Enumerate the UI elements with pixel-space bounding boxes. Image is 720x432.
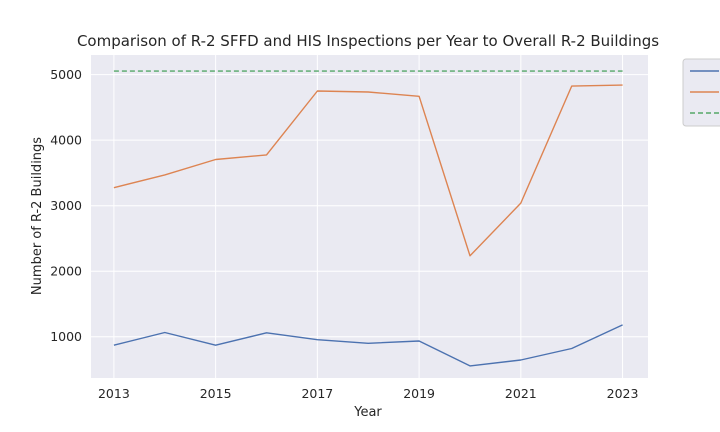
x-axis-label: Year — [353, 405, 382, 420]
y-axis-label: Number of R-2 Buildings — [30, 137, 45, 295]
legend — [682, 58, 720, 127]
x-tick-label: 2017 — [301, 386, 333, 401]
y-tick-label: 4000 — [50, 133, 82, 148]
grid-lines — [91, 55, 648, 378]
x-axis-ticks: 2013 2015 2017 2019 2021 2023 — [98, 386, 638, 401]
x-tick-label: 2015 — [200, 386, 232, 401]
x-tick-label: 2019 — [403, 386, 435, 401]
y-tick-label: 1000 — [50, 329, 82, 344]
chart-title: Comparison of R-2 SFFD and HIS Inspectio… — [77, 32, 659, 50]
y-tick-label: 2000 — [50, 264, 82, 279]
series-lines — [113, 70, 623, 367]
x-tick-label: 2013 — [98, 386, 130, 401]
plot-area — [91, 55, 648, 378]
series-line-1 — [113, 324, 623, 367]
y-tick-label: 3000 — [50, 198, 82, 213]
x-tick-label: 2021 — [505, 386, 537, 401]
y-tick-label: 5000 — [50, 67, 82, 82]
x-tick-label: 2023 — [607, 386, 639, 401]
y-axis-ticks: 1000 2000 3000 4000 5000 — [50, 67, 82, 344]
series-line-2 — [113, 84, 623, 257]
